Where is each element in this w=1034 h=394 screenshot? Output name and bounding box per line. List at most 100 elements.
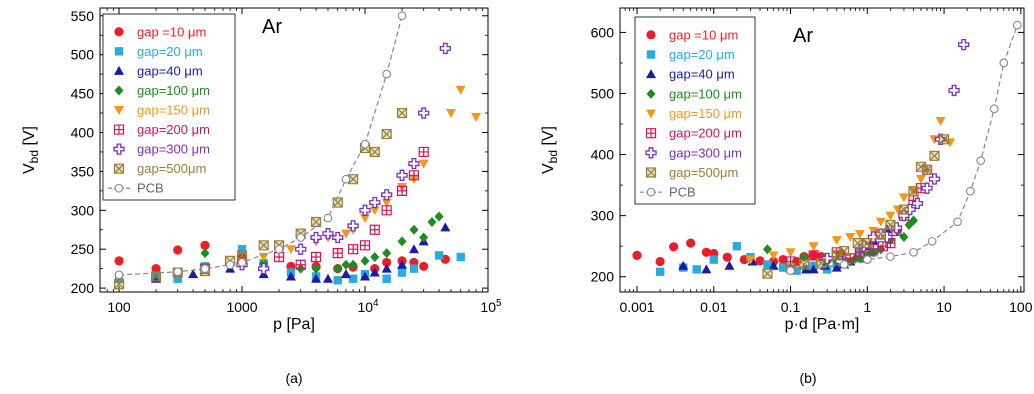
data-point — [274, 244, 284, 254]
data-point — [655, 256, 665, 267]
legend: gap =10 μm gap=20 μm gap=40 μm gap=100 μm ga… — [102, 13, 236, 201]
x-tick-label: 1 — [863, 299, 871, 315]
data-point — [296, 233, 306, 242]
legend-marker — [114, 183, 124, 193]
legend-label: PCB — [137, 181, 164, 196]
data-point — [768, 251, 779, 261]
panel-b: 0.001 0.01 0.1 1 10 100 200 300 400 500 600 p·d [Pa… — [540, 7, 1033, 386]
data-point — [892, 205, 903, 215]
legend-label: gap =10 μm — [137, 24, 206, 39]
legend-marker — [113, 124, 125, 135]
data-point — [360, 255, 370, 266]
data-point — [778, 255, 788, 265]
data-point — [831, 262, 842, 272]
data-point — [655, 267, 665, 277]
legend-label: gap=100 μm — [137, 83, 210, 98]
data-point — [669, 242, 679, 252]
data-point — [785, 248, 796, 258]
data-point — [831, 250, 842, 261]
legend: gap =10 μm gap=20 μm gap=40 μm gap=100 μm ga… — [634, 16, 756, 205]
data-point — [258, 240, 269, 251]
series-gap-500-m — [762, 134, 950, 279]
data-point — [965, 186, 975, 196]
data-point — [439, 42, 452, 55]
data-point — [945, 138, 956, 148]
data-point — [839, 260, 849, 269]
legend-marker — [646, 109, 656, 119]
data-point — [427, 216, 437, 227]
data-point — [798, 259, 810, 270]
data-point — [808, 242, 819, 252]
data-point — [340, 229, 351, 239]
x-tick-exponent: 5 — [496, 298, 502, 309]
data-point — [701, 264, 712, 274]
data-point — [396, 107, 408, 119]
data-point — [333, 276, 342, 285]
y-tick-label: 200 — [591, 269, 615, 285]
data-point — [200, 264, 210, 274]
series-gap-150-m — [745, 116, 956, 265]
data-point — [396, 169, 408, 181]
data-point — [323, 213, 333, 223]
series-gap-100-m — [200, 211, 444, 274]
data-point — [763, 260, 772, 269]
data-point — [899, 232, 909, 243]
data-point — [898, 204, 910, 215]
data-point — [845, 233, 856, 243]
data-point — [369, 267, 380, 277]
series-gap-150-m — [258, 85, 482, 262]
series-gap-300-m — [236, 42, 452, 275]
data-point — [419, 261, 429, 271]
data-point — [370, 251, 380, 262]
legend-label: gap=300 μm — [137, 142, 210, 157]
data-point — [862, 255, 872, 264]
data-point — [397, 268, 407, 277]
data-point — [332, 197, 343, 208]
data-point — [369, 224, 380, 235]
legend-label: gap =10 μm — [669, 27, 738, 42]
data-point — [935, 116, 946, 126]
legend-marker — [113, 163, 125, 174]
data-point — [409, 264, 419, 273]
data-point — [200, 240, 210, 250]
y-axis-label-subscript: bd — [546, 150, 560, 163]
data-point — [456, 252, 465, 262]
data-point — [909, 247, 918, 257]
data-point — [310, 216, 322, 228]
legend-marker — [114, 65, 124, 75]
data-point — [285, 245, 296, 255]
data-point — [150, 271, 162, 282]
legend-marker — [114, 47, 124, 56]
data-point — [419, 232, 429, 243]
data-point — [745, 255, 756, 265]
data-point — [332, 231, 344, 244]
data-point — [908, 186, 919, 197]
legend-marker — [645, 167, 657, 178]
data-point — [347, 174, 359, 185]
data-point — [915, 175, 926, 185]
data-point — [381, 189, 393, 201]
data-point — [921, 164, 933, 175]
legend-label: gap=500μm — [669, 165, 738, 180]
data-point — [295, 243, 307, 255]
data-point — [821, 252, 833, 265]
data-point — [397, 236, 407, 247]
data-point — [397, 259, 408, 269]
data-point — [929, 150, 940, 161]
data-point — [360, 214, 371, 224]
data-point — [678, 260, 689, 270]
series-pcb — [114, 11, 407, 280]
panel-caption: (b) — [799, 370, 816, 386]
legend-marker — [646, 88, 656, 99]
data-point — [921, 182, 933, 194]
legend-label: PCB — [669, 185, 696, 200]
legend-label: gap=200 μm — [137, 122, 210, 137]
data-point — [310, 231, 322, 244]
y-axis-label-unit: [V] — [21, 126, 38, 150]
y-tick-label: 600 — [591, 24, 615, 40]
data-point — [854, 229, 865, 239]
data-point — [786, 266, 795, 275]
data-point — [348, 259, 358, 270]
data-point — [322, 227, 334, 240]
